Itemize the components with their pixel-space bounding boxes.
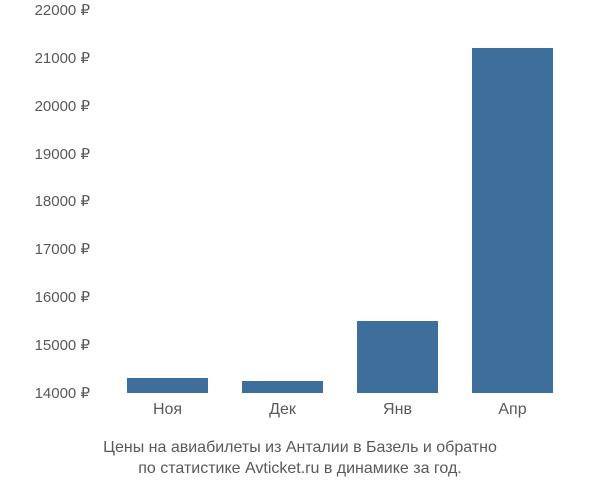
x-tick: Янв [340,401,455,419]
y-tick: 14000 ₽ [35,384,90,402]
caption-line-2: по статистике Avticket.ru в динамике за … [20,458,580,480]
chart-caption: Цены на авиабилеты из Анталии в Базель и… [0,419,600,500]
y-tick: 21000 ₽ [35,49,90,67]
price-chart: 22000 ₽ 21000 ₽ 20000 ₽ 19000 ₽ 18000 ₽ 17000… [0,0,600,500]
bars-container [110,10,570,393]
y-tick: 19000 ₽ [35,145,90,163]
x-tick: Дек [225,401,340,419]
bar [127,378,208,392]
y-tick: 20000 ₽ [35,97,90,115]
y-tick: 15000 ₽ [35,336,90,354]
bar-slot [340,10,455,393]
y-tick: 22000 ₽ [35,1,90,19]
y-tick: 17000 ₽ [35,240,90,258]
bar [472,48,553,393]
plot-area: 22000 ₽ 21000 ₽ 20000 ₽ 19000 ₽ 18000 ₽ 17000… [0,0,600,393]
y-tick: 16000 ₽ [35,288,90,306]
bar-slot [225,10,340,393]
y-tick: 18000 ₽ [35,192,90,210]
caption-line-1: Цены на авиабилеты из Анталии в Базель и… [20,437,580,459]
bar [242,381,323,393]
bar [357,321,438,393]
y-axis: 22000 ₽21000 ₽20000 ₽19000 ₽18000 ₽17000… [0,10,100,393]
x-tick: Апр [455,401,570,419]
bar-slot [455,10,570,393]
x-axis: НояДекЯнвАпр [0,393,600,419]
bar-slot [110,10,225,393]
x-tick: Ноя [110,401,225,419]
